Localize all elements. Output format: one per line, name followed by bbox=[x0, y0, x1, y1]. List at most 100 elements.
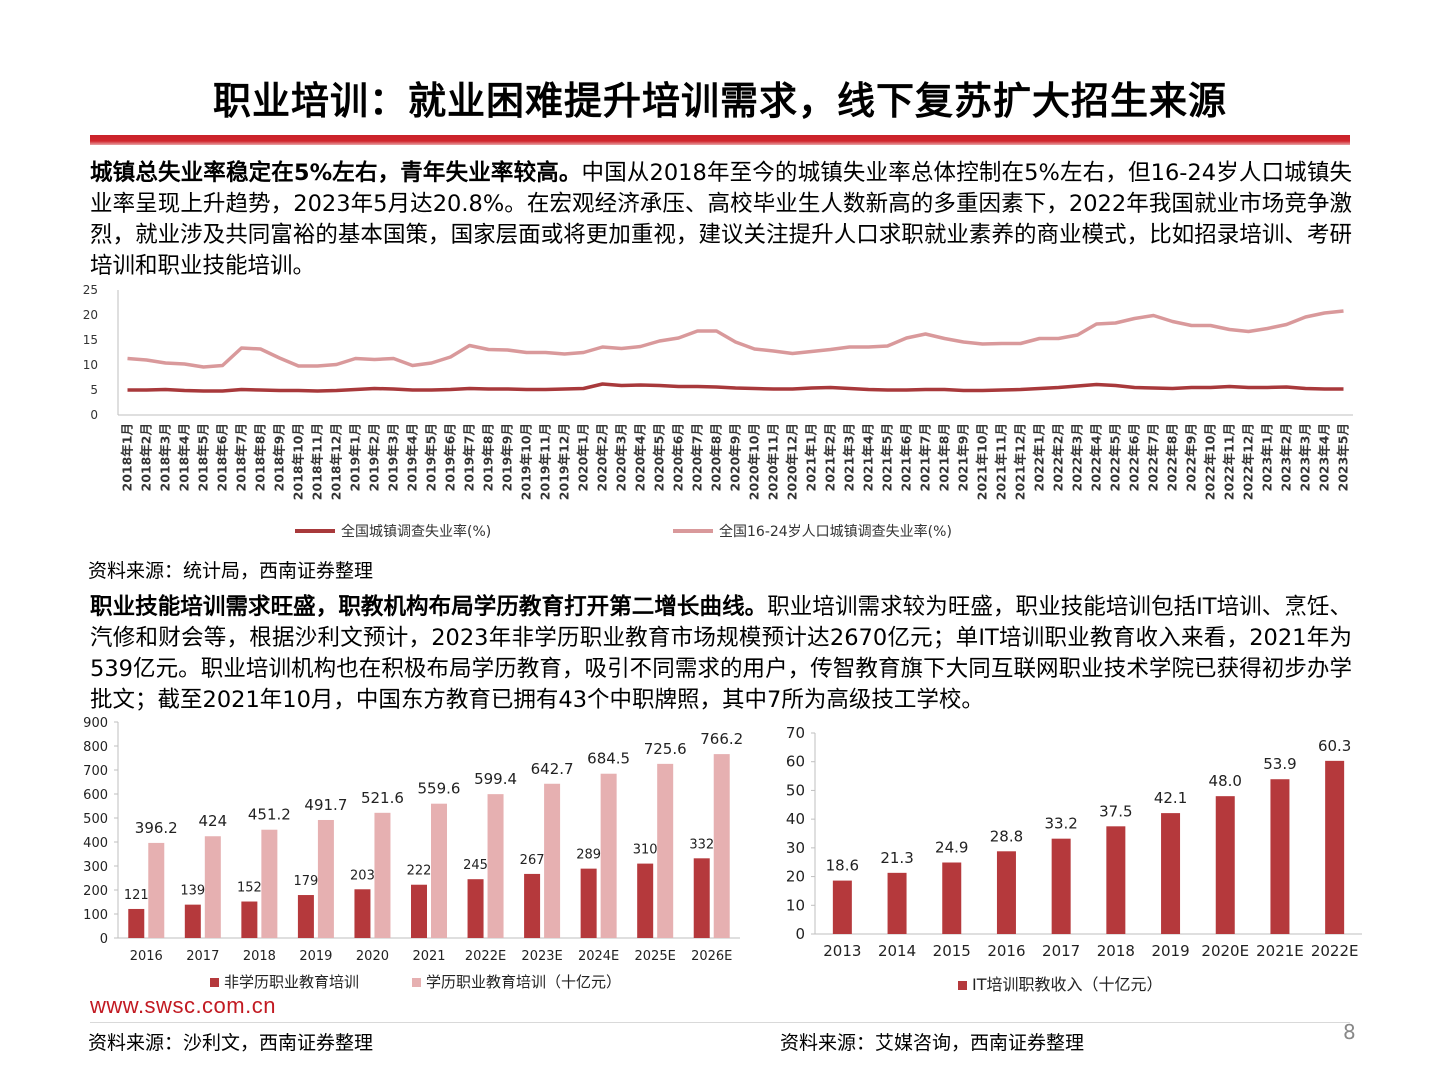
x-tick-label: 2022年8月 bbox=[1165, 423, 1180, 492]
legend-label-1: 非学历职业教育培训 bbox=[224, 973, 359, 991]
title-underline-bar bbox=[90, 135, 1350, 145]
x-tick-label: 2023年2月 bbox=[1279, 423, 1294, 492]
x-tick-label: 2020年7月 bbox=[690, 423, 705, 492]
x-tick-label: 2018年12月 bbox=[329, 423, 344, 500]
x-tick-label: 2023年4月 bbox=[1317, 423, 1332, 492]
legend-swatch-1 bbox=[958, 981, 967, 990]
source-note-3: 资料来源：艾媒咨询，西南证券整理 bbox=[780, 1032, 1085, 1054]
data-label-1: 21.3 bbox=[880, 849, 913, 867]
data-label-1: 28.8 bbox=[990, 827, 1023, 845]
data-label-2: 642.7 bbox=[531, 760, 574, 778]
x-tick-label: 2019年9月 bbox=[500, 423, 515, 492]
x-tick-label: 2026E bbox=[691, 949, 732, 964]
section2-lead: 职业技能培训需求旺盛，职教机构布局学历教育打开第二增长曲线。 bbox=[90, 594, 768, 620]
y-tick-label: 40 bbox=[786, 810, 805, 828]
source-note-2: 资料来源：沙利文，西南证券整理 bbox=[88, 1032, 374, 1054]
y-tick-label: 20 bbox=[786, 868, 805, 886]
x-tick-label: 2020年2月 bbox=[595, 423, 610, 492]
y-tick-label: 50 bbox=[786, 781, 805, 799]
x-tick-label: 2022年1月 bbox=[1032, 423, 1047, 492]
page-title: 职业培训：就业困难提升培训需求，线下复苏扩大招生来源 bbox=[212, 79, 1227, 123]
x-tick-label: 2015 bbox=[933, 942, 971, 960]
y-tick-label: 60 bbox=[786, 753, 805, 771]
x-tick-label: 2022年7月 bbox=[1146, 423, 1161, 492]
y-tick-label: 15 bbox=[83, 333, 98, 347]
x-tick-label: 2020 bbox=[356, 949, 389, 964]
x-tick-label: 2018年11月 bbox=[310, 423, 325, 500]
x-tick-label: 2019年11月 bbox=[538, 423, 553, 500]
data-label-1: 18.6 bbox=[826, 857, 859, 875]
x-tick-label: 2021年5月 bbox=[880, 423, 895, 492]
data-label-1: 245 bbox=[463, 858, 488, 873]
x-tick-label: 2022E bbox=[1311, 942, 1359, 960]
x-tick-label: 2019 bbox=[1151, 942, 1189, 960]
x-tick-label: 2019年10月 bbox=[519, 423, 534, 500]
series-line-1 bbox=[127, 382, 1344, 393]
x-tick-label: 2021年4月 bbox=[861, 423, 876, 492]
x-tick-label: 2021年11月 bbox=[994, 423, 1009, 500]
bar-1 bbox=[1051, 838, 1071, 934]
bar-2 bbox=[713, 754, 730, 938]
x-tick-label: 2013 bbox=[823, 942, 861, 960]
bar-1 bbox=[354, 889, 371, 938]
x-tick-label: 2022年4月 bbox=[1089, 423, 1104, 492]
y-tick-label: 400 bbox=[83, 836, 108, 851]
y-tick-label: 300 bbox=[83, 860, 108, 875]
x-tick-label: 2021年2月 bbox=[823, 423, 838, 492]
bar-2 bbox=[204, 836, 221, 938]
page-number: 8 bbox=[1343, 1020, 1356, 1044]
x-tick-label: 2019 bbox=[299, 949, 332, 964]
x-tick-label: 2020年10月 bbox=[747, 423, 762, 500]
legend-label-1: IT培训职教收入（十亿元） bbox=[972, 975, 1163, 994]
x-tick-label: 2014 bbox=[878, 942, 916, 960]
data-label-2: 491.7 bbox=[304, 796, 347, 814]
bar-1 bbox=[580, 868, 597, 938]
x-tick-label: 2018年6月 bbox=[215, 423, 230, 492]
data-label-1: 179 bbox=[293, 874, 318, 889]
data-label-2: 725.6 bbox=[644, 740, 687, 758]
data-label-1: 310 bbox=[633, 843, 658, 858]
section2-paragraph: 职业技能培训需求旺盛，职教机构布局学历教育打开第二增长曲线。职业培训需求较为旺盛… bbox=[90, 592, 1352, 716]
y-tick-label: 0 bbox=[795, 925, 805, 943]
bar-2 bbox=[148, 842, 165, 938]
x-tick-label: 2018年2月 bbox=[139, 423, 154, 492]
x-tick-label: 2019年1月 bbox=[348, 423, 363, 492]
x-tick-label: 2018年1月 bbox=[120, 423, 135, 492]
x-tick-label: 2018年10月 bbox=[291, 423, 306, 500]
series-line-2 bbox=[127, 309, 1344, 369]
bar-1 bbox=[1161, 813, 1181, 934]
x-tick-label: 2018年9月 bbox=[272, 423, 287, 492]
data-label-1: 37.5 bbox=[1099, 802, 1132, 820]
bar-1 bbox=[693, 858, 710, 938]
x-tick-label: 2018 bbox=[243, 949, 276, 964]
data-label-1: 53.9 bbox=[1263, 755, 1296, 773]
data-label-1: 33.2 bbox=[1044, 815, 1077, 833]
y-tick-label: 900 bbox=[83, 716, 108, 731]
x-tick-label: 2022年11月 bbox=[1222, 423, 1237, 500]
x-tick-label: 2020年5月 bbox=[652, 423, 667, 492]
bar-1 bbox=[996, 851, 1016, 934]
bar-1 bbox=[1215, 796, 1235, 934]
x-tick-label: 2018年4月 bbox=[177, 423, 192, 492]
unemployment-line-chart: 0 5 10 15 20 25 2018年1月 2018年2月 2018年3月 2018年4月 20… bbox=[83, 283, 1353, 540]
y-tick-label: 0 bbox=[90, 408, 98, 422]
x-tick-label: 2020年4月 bbox=[633, 423, 648, 492]
x-tick-label: 2023年3月 bbox=[1298, 423, 1313, 492]
bar-1 bbox=[241, 901, 258, 938]
data-label-2: 424 bbox=[198, 812, 227, 830]
x-tick-label: 2021年1月 bbox=[804, 423, 819, 492]
x-tick-label: 2022年2月 bbox=[1051, 423, 1066, 492]
x-tick-label: 2019年3月 bbox=[386, 423, 401, 492]
x-tick-label: 2022年12月 bbox=[1241, 423, 1256, 500]
data-label-1: 222 bbox=[407, 864, 432, 879]
x-tick-label: 2022年10月 bbox=[1203, 423, 1218, 500]
y-tick-label: 25 bbox=[83, 283, 98, 297]
x-tick-label: 2022年3月 bbox=[1070, 423, 1085, 492]
y-tick-label: 100 bbox=[83, 908, 108, 923]
data-label-2: 521.6 bbox=[361, 789, 404, 807]
legend-label-1: 全国城镇调查失业率(%) bbox=[341, 523, 491, 540]
data-label-1: 203 bbox=[350, 868, 375, 883]
legend-label-2: 学历职业教育培训（十亿元） bbox=[426, 973, 621, 991]
x-tick-label: 2017 bbox=[1042, 942, 1080, 960]
y-tick-label: 800 bbox=[83, 740, 108, 755]
